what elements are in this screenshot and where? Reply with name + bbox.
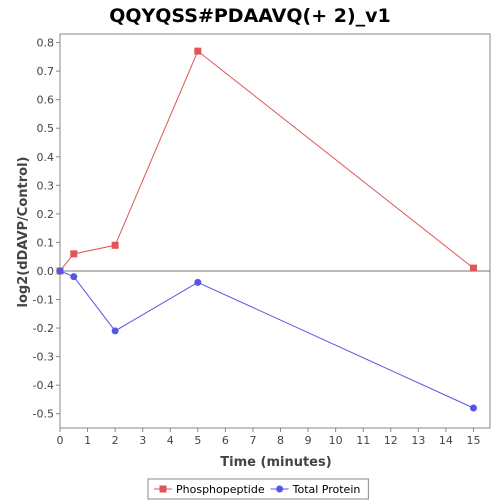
y-tick-label: -0.3 — [33, 351, 54, 364]
x-tick-label: 13 — [411, 434, 425, 447]
y-tick-label: 0.1 — [37, 236, 55, 249]
series-layer — [56, 47, 477, 412]
plot-area — [59, 33, 491, 429]
x-tick-label: 11 — [356, 434, 370, 447]
data-point — [111, 241, 119, 249]
data-point — [70, 250, 78, 258]
data-point — [194, 47, 202, 55]
y-tick-label: -0.4 — [33, 379, 54, 392]
y-tick-label: 0.5 — [37, 122, 55, 135]
data-point — [70, 273, 78, 281]
chart-title: QQYQSS#PDAAVQ(+ 2)_v1 — [109, 5, 391, 27]
legend-label-2: Total Protein — [292, 483, 361, 496]
y-tick-label: 0.0 — [37, 265, 55, 278]
y-tick-label: 0.4 — [37, 151, 55, 164]
y-tick-label: 0.7 — [37, 65, 55, 78]
x-tick-label: 2 — [112, 434, 119, 447]
data-point — [469, 404, 477, 412]
legend-box — [147, 478, 369, 500]
y-tick-label: -0.5 — [33, 408, 54, 421]
x-tick-label: 9 — [305, 434, 312, 447]
x-tick-label: 7 — [249, 434, 256, 447]
y-axis-label: log2(dDAVP/Control) — [16, 157, 31, 308]
x-tick-label: 15 — [466, 434, 480, 447]
data-point — [111, 327, 119, 335]
x-axis: 0 1 2 3 4 5 6 7 8 9 10 11 12 13 14 15 — [57, 428, 480, 447]
legend: Phosphopeptide Total Protein — [147, 478, 369, 500]
x-tick-label: 5 — [194, 434, 201, 447]
y-tick-label: 0.3 — [37, 179, 55, 192]
x-axis-label: Time (minutes) — [220, 455, 331, 470]
y-tick-label: -0.1 — [33, 294, 54, 307]
x-tick-label: 4 — [167, 434, 174, 447]
legend-marker — [276, 485, 284, 493]
x-tick-label: 0 — [57, 434, 64, 447]
x-tick-label: 6 — [222, 434, 229, 447]
x-tick-label: 1 — [84, 434, 91, 447]
y-tick-label: 0.8 — [37, 37, 55, 50]
x-tick-label: 3 — [139, 434, 146, 447]
y-tick-label: 0.6 — [37, 94, 55, 107]
data-point — [194, 278, 202, 286]
y-axis: -0.5 -0.4 -0.3 -0.2 -0.1 0.0 0.1 0.2 0.3 0.4 0.5 0.… — [33, 37, 60, 421]
x-tick-label: 10 — [329, 434, 343, 447]
x-tick-label: 8 — [277, 434, 284, 447]
data-point — [56, 267, 64, 275]
legend-label-1: Phosphopeptide — [176, 483, 265, 496]
y-tick-label: -0.2 — [33, 322, 54, 335]
y-tick-label: 0.2 — [37, 208, 55, 221]
data-point — [469, 264, 477, 272]
legend-marker — [159, 485, 167, 493]
x-tick-label: 12 — [384, 434, 398, 447]
x-tick-label: 14 — [439, 434, 453, 447]
